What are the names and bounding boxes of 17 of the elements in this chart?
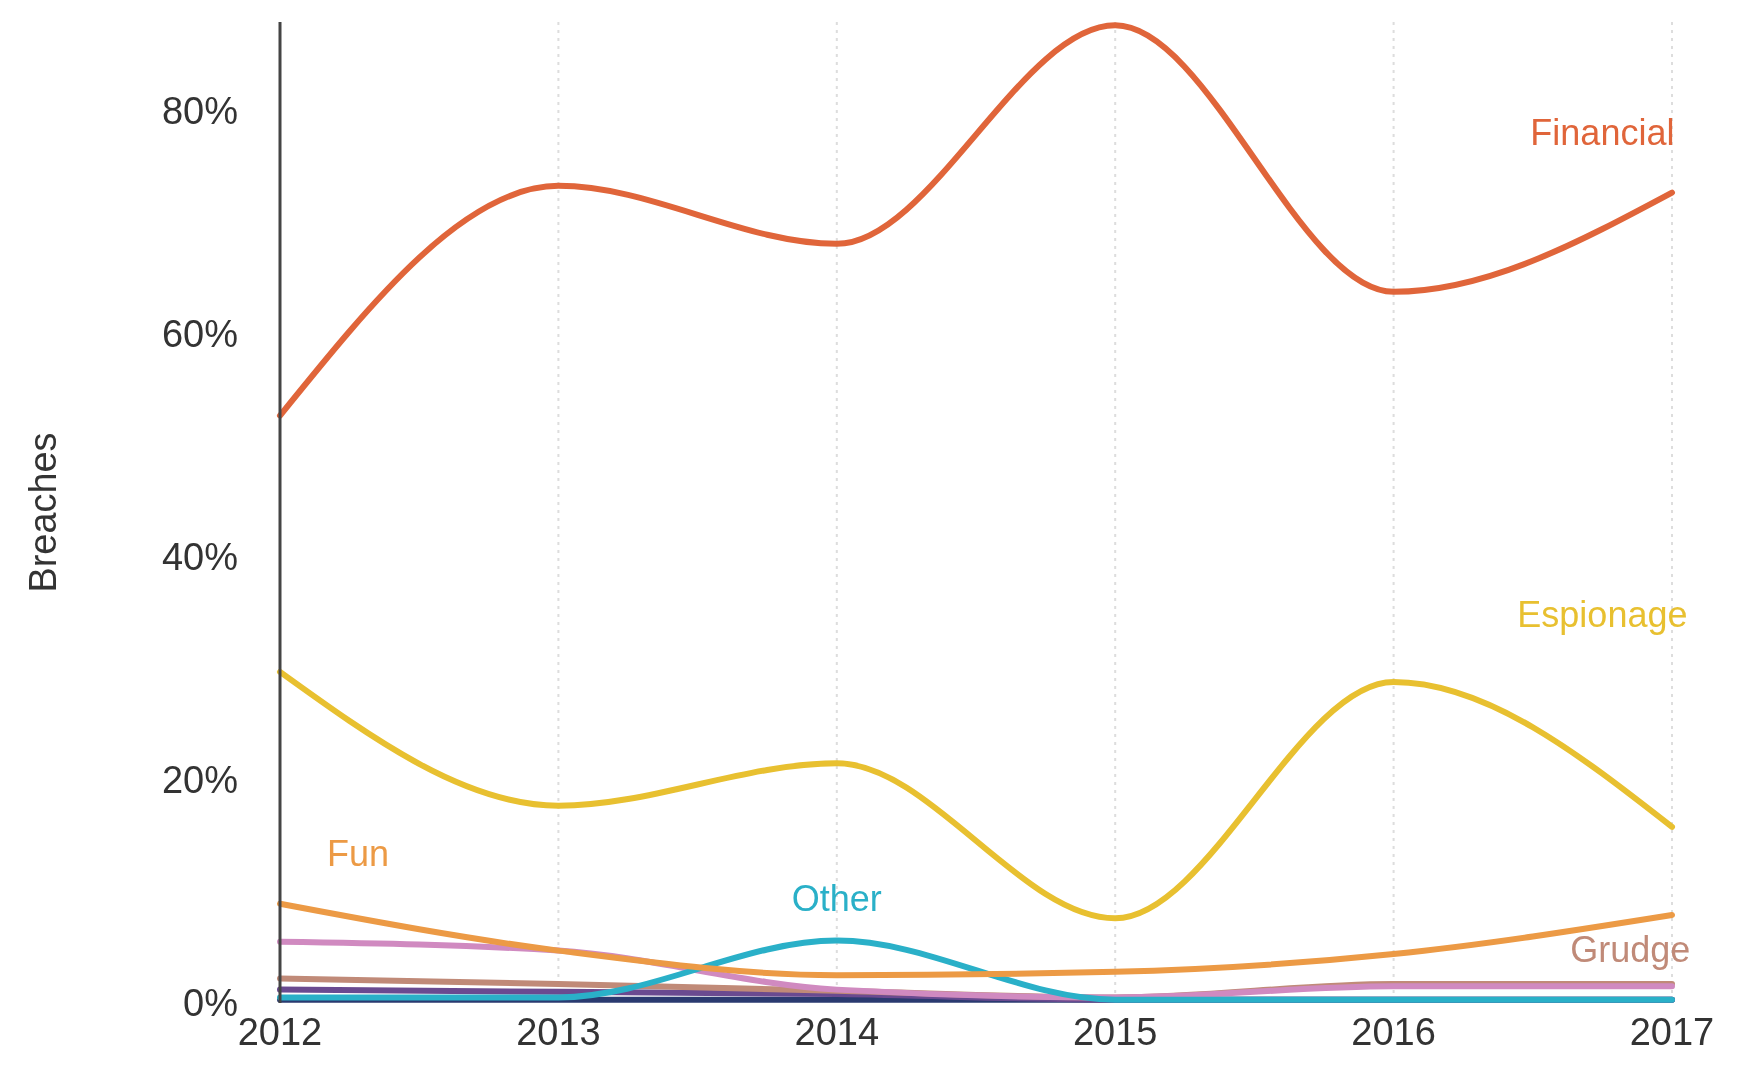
x-tick-label: 2012 (237, 1011, 323, 1053)
series-label: Financial (1530, 111, 1675, 153)
text: Espionage (1517, 593, 1688, 635)
x-tick-label: 2014 (794, 1011, 880, 1053)
y-axis-title: Breaches (22, 431, 64, 593)
series-label: Fun (326, 832, 389, 874)
x-tick-label: 2013 (516, 1011, 601, 1053)
y-tick-label: 20% (161, 759, 238, 802)
x-tick-label: 2016 (1351, 1011, 1436, 1053)
y-tick-label: 0% (183, 982, 238, 1025)
y-tick-label: 60% (161, 313, 238, 356)
x-tick-label: 2015 (1072, 1011, 1158, 1053)
series-label: Other (791, 877, 882, 919)
y-tick-label: 40% (161, 536, 238, 579)
y-tick-label: 80% (161, 90, 238, 133)
x-tick-label: 2017 (1629, 1011, 1715, 1053)
series-label: Grudge (1570, 929, 1691, 971)
